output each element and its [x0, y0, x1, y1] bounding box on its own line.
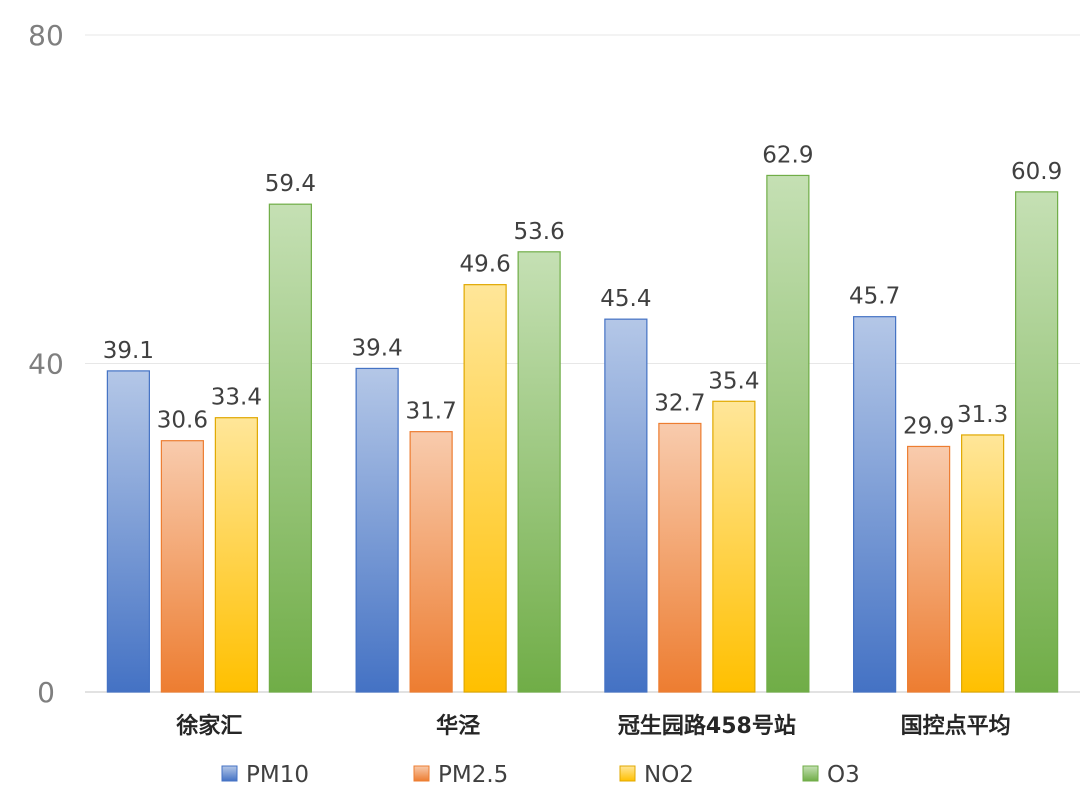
bar-no2-2 — [712, 400, 756, 693]
bar-pm25-3 — [907, 445, 951, 693]
x-category-label: 冠生园路458号站 — [618, 713, 796, 739]
bar-o3-2 — [766, 174, 810, 693]
legend-item-pm10: PM10 — [221, 762, 309, 788]
bar-no2-1 — [463, 284, 507, 693]
data-label: 31.7 — [406, 399, 457, 425]
legend-swatch — [413, 765, 430, 782]
bar-pm25-2 — [658, 422, 702, 693]
legend-swatch — [802, 765, 819, 782]
legend-item-o3: O3 — [802, 762, 860, 788]
data-label: 45.4 — [600, 286, 651, 312]
legend-label: PM2.5 — [438, 762, 508, 788]
data-label: 29.9 — [903, 413, 954, 439]
legend-swatch — [221, 765, 238, 782]
data-label: 59.4 — [265, 171, 316, 197]
bar-pm10-0 — [106, 370, 150, 693]
legend-item-pm25: PM2.5 — [413, 762, 508, 788]
bar-o3-3 — [1015, 191, 1059, 693]
data-label: 49.6 — [460, 252, 511, 278]
data-label: 45.7 — [849, 284, 900, 310]
bar-pm25-1 — [409, 431, 453, 693]
data-label: 30.6 — [157, 408, 208, 434]
y-tick-label: 80 — [28, 19, 64, 52]
legend-label: O3 — [827, 762, 860, 788]
y-tick-label: 40 — [28, 348, 64, 381]
x-category-label: 徐家汇 — [175, 713, 242, 739]
bars — [106, 174, 1059, 693]
x-axis-categories: 徐家汇 华泾 冠生园路458号站 国控点平均 — [175, 713, 1010, 739]
data-label: 32.7 — [654, 390, 705, 416]
data-label: 31.3 — [957, 402, 1008, 428]
legend-label: NO2 — [644, 762, 694, 788]
data-label: 53.6 — [514, 219, 565, 245]
data-label: 33.4 — [211, 385, 262, 411]
data-label: 60.9 — [1011, 159, 1062, 185]
bar-no2-0 — [214, 417, 258, 693]
data-label: 35.4 — [708, 368, 759, 394]
legend-swatch — [619, 765, 636, 782]
y-axis-ticks: 0 40 80 — [28, 19, 64, 709]
x-category-label: 华泾 — [436, 713, 480, 739]
data-label: 62.9 — [762, 142, 813, 168]
bar-pm10-2 — [604, 318, 648, 693]
legend-label: PM10 — [246, 762, 309, 788]
legend: PM10 PM2.5 NO2 O3 — [221, 762, 860, 788]
bar-o3-1 — [517, 251, 561, 693]
y-tick-label: 0 — [37, 676, 55, 709]
bar-no2-3 — [961, 434, 1005, 693]
data-label: 39.1 — [103, 338, 154, 364]
bar-pm10-3 — [853, 316, 897, 693]
bar-pm25-0 — [160, 440, 204, 693]
bar-o3-0 — [268, 203, 312, 693]
legend-item-no2: NO2 — [619, 762, 694, 788]
data-label: 39.4 — [352, 335, 403, 361]
data-labels: 39.1 30.633.4 59.4 39.4 31.7 49.653.6 45.4 32.7… — [103, 142, 1062, 439]
x-category-label: 国控点平均 — [901, 713, 1011, 739]
bar-pm10-1 — [355, 367, 399, 693]
